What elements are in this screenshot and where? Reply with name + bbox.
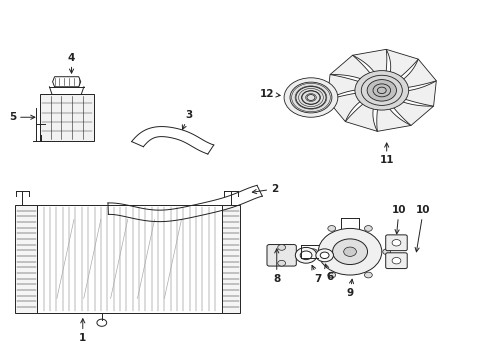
Circle shape [355, 71, 409, 110]
Polygon shape [391, 100, 434, 126]
Circle shape [296, 86, 326, 109]
Circle shape [316, 249, 333, 262]
FancyBboxPatch shape [386, 235, 407, 251]
Circle shape [383, 249, 391, 255]
Circle shape [290, 82, 332, 113]
FancyBboxPatch shape [267, 244, 296, 266]
Polygon shape [330, 55, 373, 81]
Text: 7: 7 [312, 265, 322, 284]
Text: 9: 9 [346, 279, 354, 298]
Circle shape [367, 80, 396, 101]
Text: 1: 1 [79, 319, 86, 343]
Circle shape [328, 226, 336, 231]
Polygon shape [399, 59, 437, 88]
Circle shape [278, 244, 286, 250]
Bar [40, 94, 94, 140]
Polygon shape [345, 101, 377, 131]
Circle shape [295, 247, 317, 263]
Circle shape [392, 257, 401, 264]
Bar [15, 205, 37, 313]
Text: 12: 12 [260, 89, 280, 99]
Polygon shape [377, 105, 411, 131]
Text: 6: 6 [325, 264, 333, 282]
Circle shape [373, 84, 391, 97]
Circle shape [97, 319, 107, 326]
Circle shape [301, 91, 320, 104]
Bar [37, 205, 221, 313]
Text: 3: 3 [182, 111, 193, 129]
Circle shape [328, 272, 336, 278]
Circle shape [300, 251, 312, 260]
Polygon shape [327, 75, 364, 100]
Text: 5: 5 [9, 112, 35, 122]
Polygon shape [327, 93, 365, 122]
Circle shape [343, 247, 356, 256]
Circle shape [365, 272, 372, 278]
Polygon shape [352, 49, 387, 76]
Text: 10: 10 [392, 206, 406, 234]
Text: 10: 10 [415, 206, 431, 252]
Circle shape [278, 260, 286, 266]
Bar [221, 205, 240, 313]
Circle shape [310, 249, 318, 255]
Text: 8: 8 [273, 249, 280, 284]
Text: 11: 11 [379, 143, 394, 165]
Circle shape [361, 75, 402, 105]
Circle shape [318, 228, 382, 275]
Circle shape [307, 95, 315, 100]
Circle shape [377, 87, 386, 94]
Circle shape [284, 78, 338, 117]
FancyBboxPatch shape [386, 253, 407, 269]
Circle shape [320, 252, 329, 258]
Text: 4: 4 [68, 53, 75, 73]
Polygon shape [386, 49, 418, 80]
Circle shape [392, 239, 401, 246]
Circle shape [365, 226, 372, 231]
Text: 2: 2 [252, 184, 278, 194]
Circle shape [333, 239, 368, 265]
Polygon shape [400, 81, 436, 106]
